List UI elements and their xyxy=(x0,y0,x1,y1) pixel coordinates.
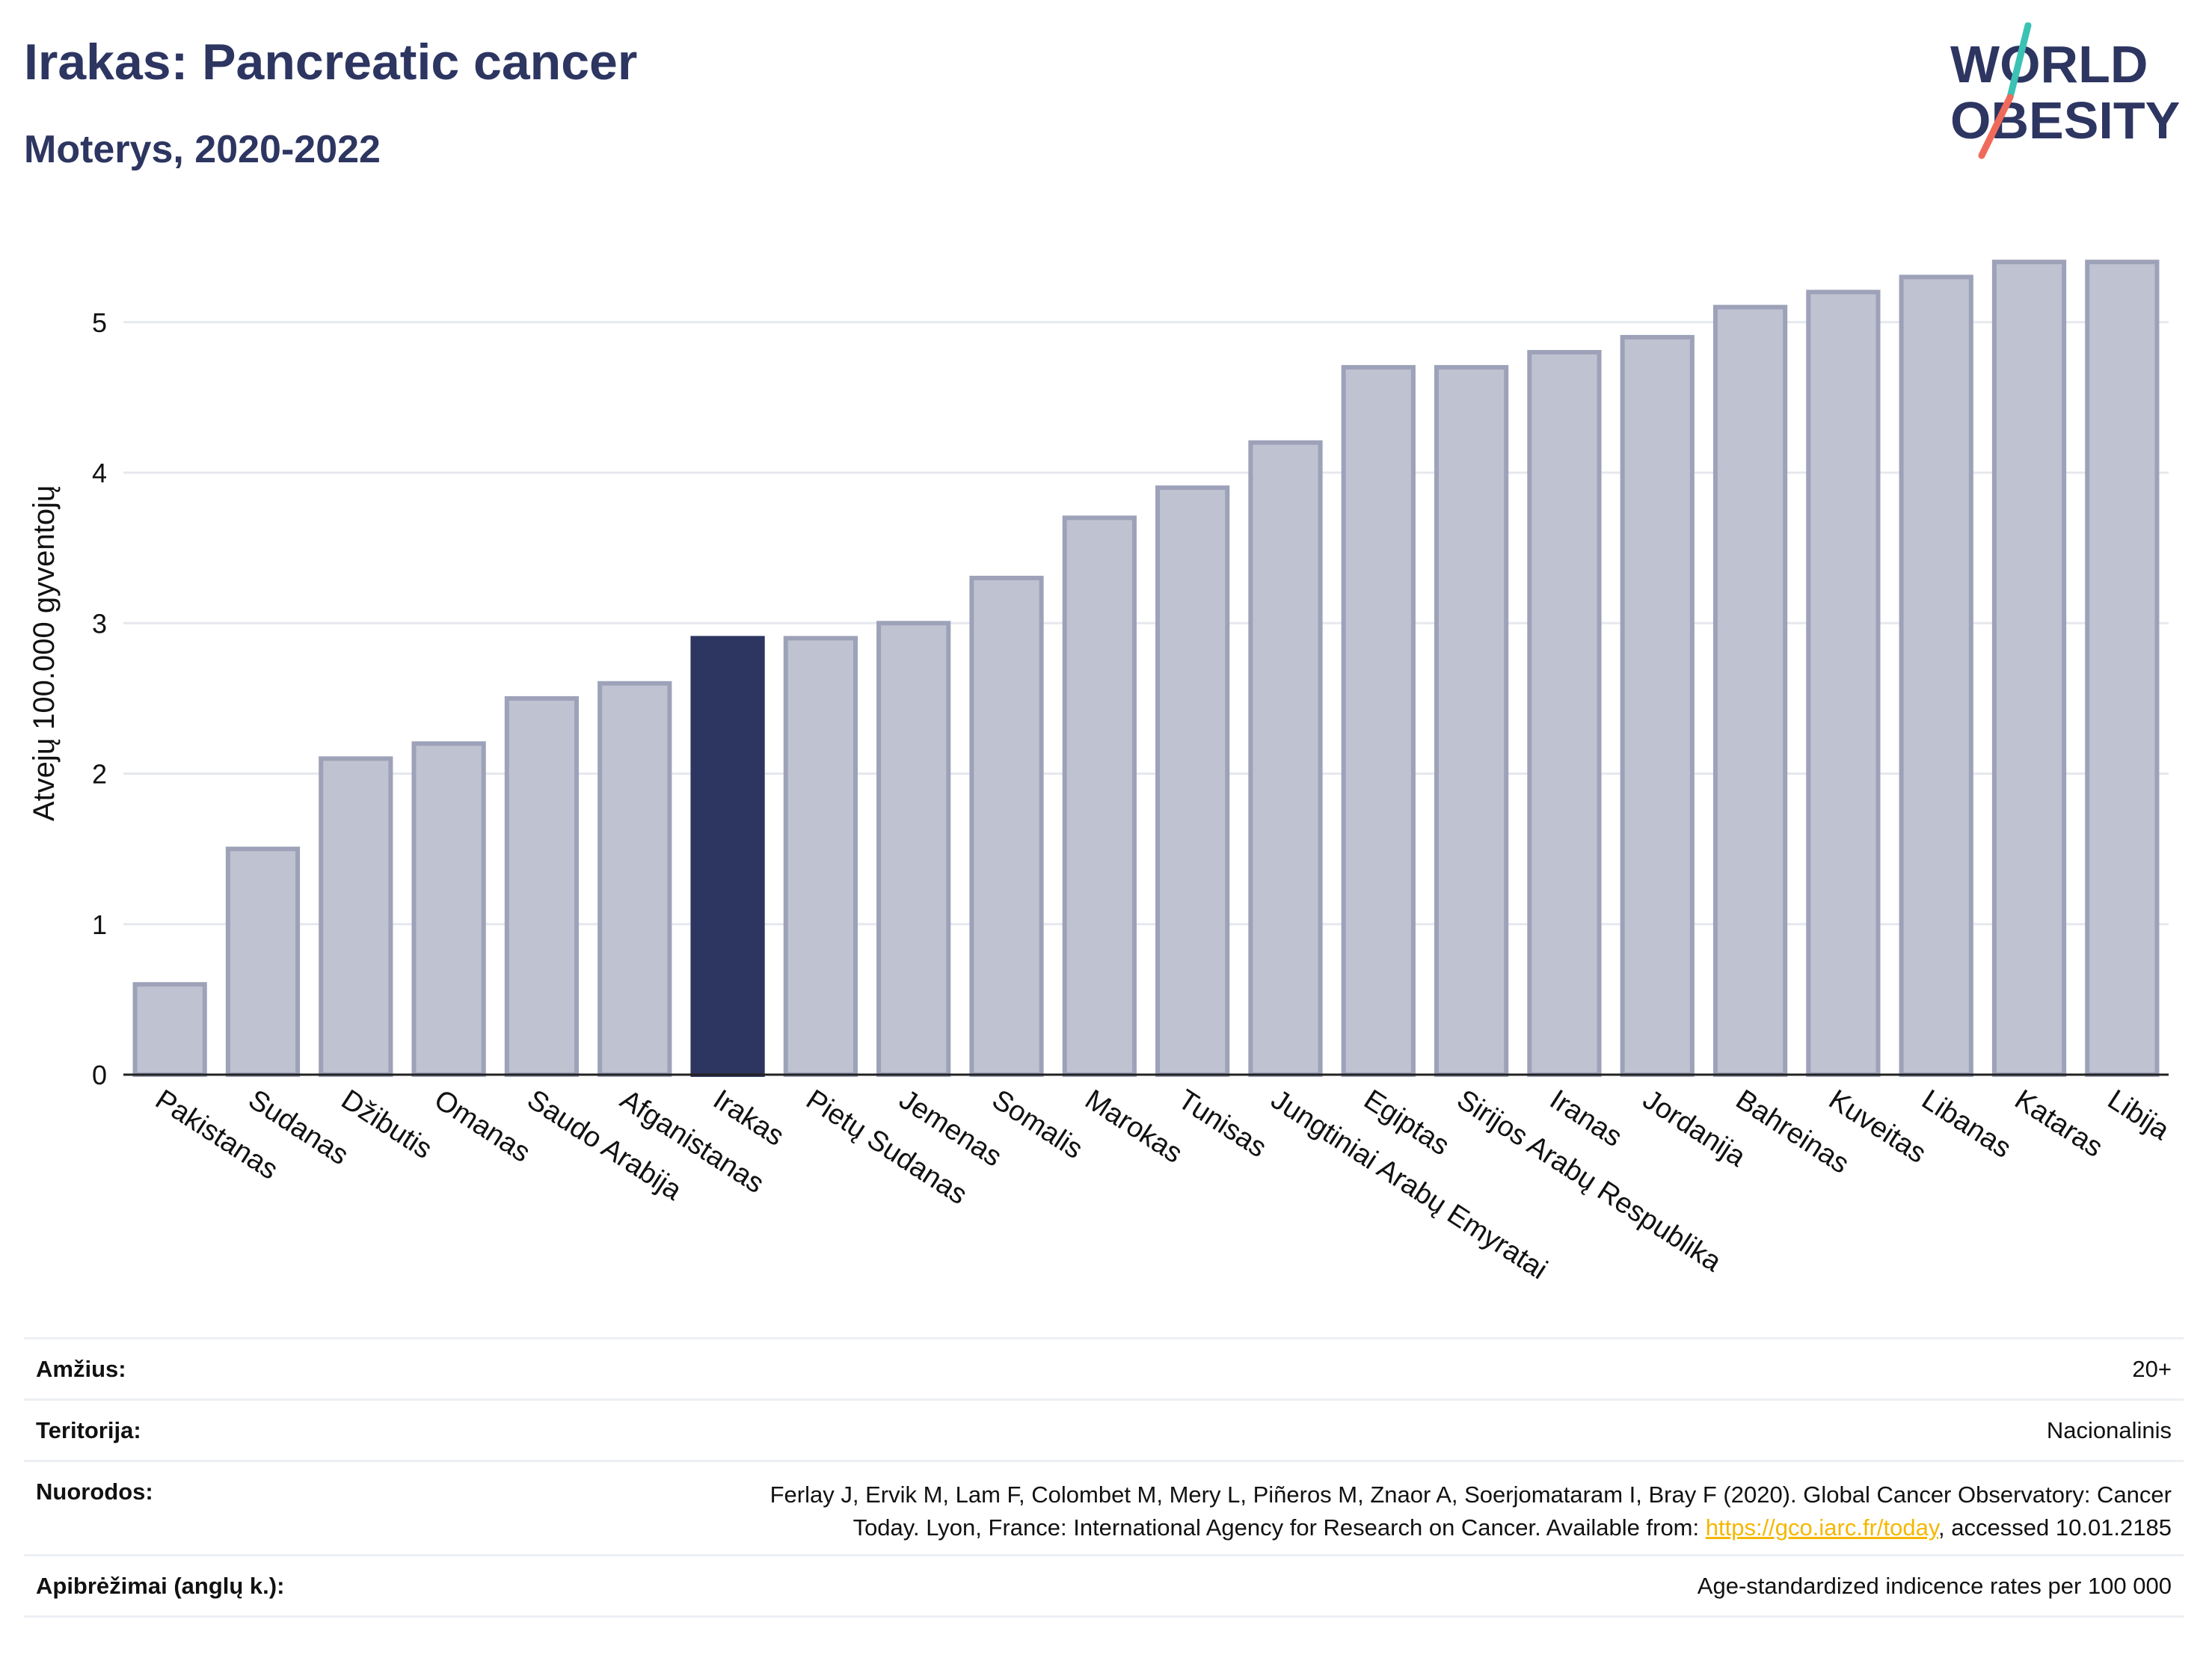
meta-references-line2: Today. Lyon, France: International Agenc… xyxy=(852,1514,1706,1541)
logo-coral-stroke xyxy=(1978,93,2014,159)
x-tick-label: Jordanija xyxy=(1637,1084,1751,1173)
meta-territory-label: Teritorija: xyxy=(36,1417,141,1443)
metadata-table: Amžius: 20+ Teritorija: Nacionalinis Nuo… xyxy=(24,1337,2184,1618)
x-tick-label: Omanas xyxy=(428,1084,535,1168)
page-title: Irakas: Pancreatic cancer xyxy=(24,34,638,90)
y-tick-label: 4 xyxy=(92,458,107,488)
bar-džibutis xyxy=(319,756,393,1077)
x-tick-label: Marokas xyxy=(1079,1084,1188,1170)
y-tick-label: 0 xyxy=(92,1060,107,1090)
bar-jordanija xyxy=(1620,334,1695,1077)
bar-egiptas xyxy=(1341,365,1416,1077)
bar-pietų-sudanas xyxy=(783,636,858,1077)
x-tick-label: Libija xyxy=(2102,1084,2175,1146)
bar-irakas xyxy=(690,636,765,1077)
bar-bahreinas xyxy=(1712,304,1788,1077)
y-tick-label: 5 xyxy=(92,307,107,338)
bar-saudo-arabija xyxy=(504,696,580,1077)
x-tick-label: Kataras xyxy=(2009,1084,2109,1164)
meta-references-line2-suffix: , accessed 10.01.2185 xyxy=(1938,1514,2172,1541)
bar-somalis xyxy=(969,575,1044,1077)
world-obesity-logo: WORLD OBESITY xyxy=(1950,22,2180,159)
x-tick-label: Džibutis xyxy=(336,1084,437,1165)
bar-libanas xyxy=(1899,274,1973,1077)
page-subtitle: Moterys, 2020-2022 xyxy=(24,128,381,171)
bar-libija xyxy=(2085,260,2160,1077)
meta-row-references: Nuorodos: Ferlay J, Ervik M, Lam F, Colo… xyxy=(24,1461,2184,1556)
y-tick-label: 2 xyxy=(92,759,107,790)
meta-references-line1: Ferlay J, Ervik M, Lam F, Colombet M, Me… xyxy=(769,1481,2172,1508)
bar-sirijos-arabų-respublika xyxy=(1434,365,1509,1077)
bar-sudanas xyxy=(225,847,301,1077)
y-axis-label: Atvejų 100.000 gyventojų xyxy=(28,485,61,821)
meta-age-label: Amžius: xyxy=(36,1356,126,1382)
bar-pakistanas xyxy=(132,982,207,1077)
meta-definitions-value: Age-standardized indicence rates per 100… xyxy=(1697,1573,2172,1599)
meta-definitions-label: Apibrėžimai (anglų k.): xyxy=(36,1573,285,1599)
meta-age-value: 20+ xyxy=(2132,1356,2172,1382)
y-tick-label: 3 xyxy=(92,608,107,639)
x-tick-label: Saudo Arabija xyxy=(522,1084,688,1207)
bar-iranas xyxy=(1527,350,1602,1077)
x-tick-label: Pietų Sudanas xyxy=(800,1084,972,1211)
meta-row-age: Amžius: 20+ xyxy=(24,1338,2184,1400)
logo-teal-stroke xyxy=(2006,22,2032,101)
y-tick-label: 1 xyxy=(92,909,107,940)
gco-link[interactable]: https://gco.iarc.fr/today xyxy=(1705,1514,1939,1541)
bar-jungtiniai-arabų-emyratai xyxy=(1248,440,1323,1077)
bar-kuveitas xyxy=(1806,289,1881,1077)
bar-jemenas xyxy=(876,621,951,1077)
x-tick-label: Libanas xyxy=(1916,1084,2017,1164)
bar-afganistanas xyxy=(597,681,672,1077)
logo-text-line1: WORLD xyxy=(1950,35,2148,93)
meta-references-value: Ferlay J, Ervik M, Lam F, Colombet M, Me… xyxy=(497,1461,2184,1556)
meta-row-territory: Teritorija: Nacionalinis xyxy=(24,1399,2184,1461)
meta-references-label: Nuorodos: xyxy=(36,1479,153,1505)
bar-tunisas xyxy=(1155,485,1230,1077)
bar-marokas xyxy=(1062,515,1137,1077)
meta-row-definitions: Apibrėžimai (anglų k.): Age-standardized… xyxy=(24,1555,2184,1617)
bar-kataras xyxy=(1991,260,2067,1077)
x-tick-label: Tunisas xyxy=(1173,1084,1272,1164)
bar-omanas xyxy=(411,741,486,1077)
meta-territory-value: Nacionalinis xyxy=(2046,1417,2172,1443)
